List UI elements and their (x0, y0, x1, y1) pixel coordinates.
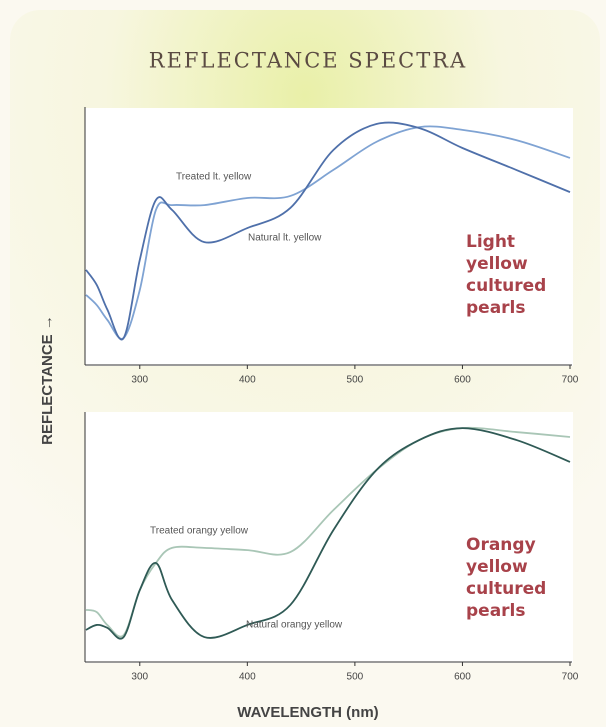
x-tick-label: 300 (131, 375, 148, 386)
x-tick-label: 700 (562, 672, 579, 683)
x-tick-label: 300 (131, 672, 148, 683)
side-label: pearls (466, 298, 526, 318)
x-tick-label: 500 (347, 672, 364, 683)
series-line (85, 427, 571, 640)
side-label: cultured (466, 579, 546, 599)
series-label: Natural orangy yellow (246, 620, 343, 631)
side-label: Orangy (466, 535, 536, 555)
side-label: cultured (466, 276, 546, 296)
series-label: Natural lt. yellow (248, 233, 322, 244)
side-label: yellow (466, 557, 528, 577)
series-line (85, 121, 571, 341)
x-tick-label: 400 (239, 672, 256, 683)
title: REFLECTANCE SPECTRA (149, 49, 467, 73)
x-tick-label: 400 (239, 375, 256, 386)
plot-bg (85, 108, 573, 366)
x-tick-label: 500 (347, 375, 364, 386)
side-label: pearls (466, 601, 526, 621)
x-tick-label: 700 (562, 375, 579, 386)
x-axis-label: WAVELENGTH (nm) (237, 704, 378, 721)
side-label: Light (466, 232, 515, 252)
series-label: Treated orangy yellow (150, 526, 249, 537)
x-tick-label: 600 (454, 375, 471, 386)
series-label: Treated lt. yellow (176, 172, 252, 183)
side-label: yellow (466, 254, 528, 274)
x-tick-label: 600 (454, 672, 471, 683)
y-axis-label: REFLECTANCE → (39, 315, 56, 445)
